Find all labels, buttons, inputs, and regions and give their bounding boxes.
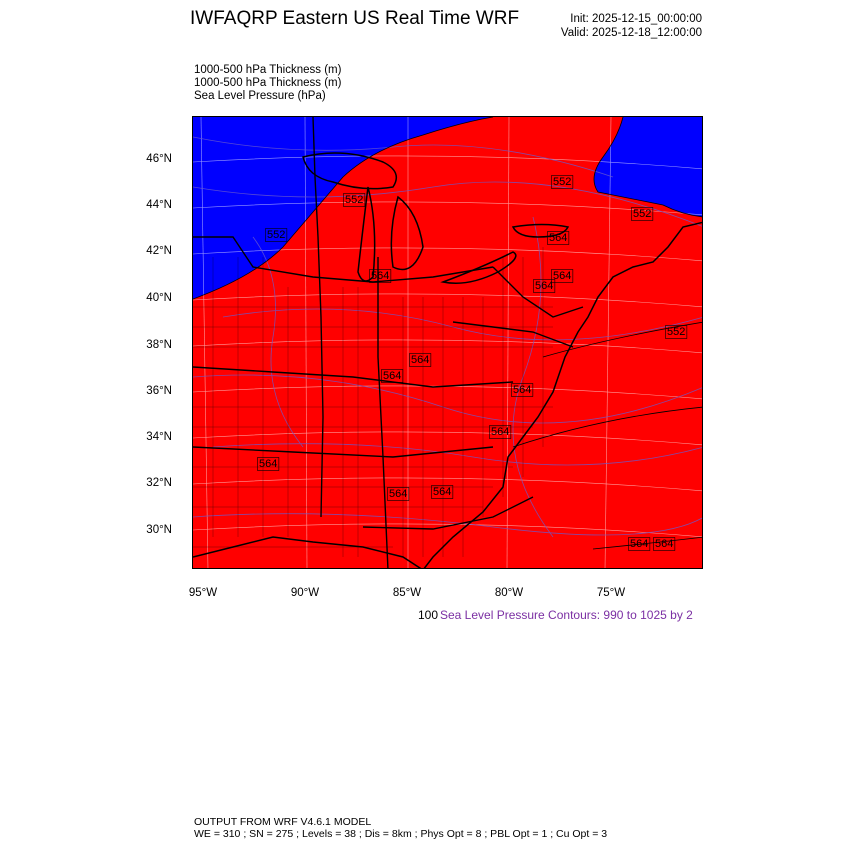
lon-label: 80°W <box>494 587 524 599</box>
map-panel: 552 552 552 552 564 564 564 564 564 564 … <box>192 116 703 569</box>
field-label-thickness-2: 1000-500 hPa Thickness (m) <box>194 77 342 89</box>
great-lakes <box>302 152 570 284</box>
contour-label: 564 <box>513 384 531 396</box>
contour-label: 552 <box>633 208 651 220</box>
contour-label: 552 <box>667 326 685 338</box>
contour-label: 564 <box>411 354 429 366</box>
lat-label: 36°N <box>146 385 172 397</box>
cold-thickness-region-northeast <box>594 117 702 217</box>
contour-label: 564 <box>535 280 553 292</box>
contour-label-box <box>387 487 410 501</box>
lat-label: 40°N <box>146 292 172 304</box>
contour-label-box <box>265 228 288 242</box>
contour-label-group: 552 552 552 552 564 564 564 564 564 564 … <box>257 175 688 551</box>
contour-label: 552 <box>345 194 363 206</box>
county-lines <box>193 247 553 557</box>
graticule <box>193 117 702 568</box>
contour-label-box <box>369 269 392 283</box>
contour-label-box <box>409 353 432 367</box>
contour-label-box <box>551 269 574 283</box>
contour-label-box <box>665 325 688 339</box>
contour-scale-prefix: 100 <box>418 608 439 622</box>
slp-contour-legend: Sea Level Pressure Contours: 990 to 1025… <box>440 608 693 622</box>
contour-label-box <box>511 383 534 397</box>
weather-map: 552 552 552 552 564 564 564 564 564 564 … <box>193 117 702 568</box>
contour-label-box <box>533 279 556 293</box>
model-output-label: OUTPUT FROM WRF V4.6.1 MODEL <box>194 816 372 828</box>
contour-label: 564 <box>383 370 401 382</box>
field-label-thickness-1: 1000-500 hPa Thickness (m) <box>194 64 342 76</box>
lat-label: 46°N <box>146 153 172 165</box>
lat-label: 34°N <box>146 431 172 443</box>
lon-label: 85°W <box>392 587 422 599</box>
contour-label: 564 <box>549 232 567 244</box>
gulf-coastline <box>193 536 422 568</box>
contour-label-box <box>653 537 676 551</box>
model-config-label: WE = 310 ; SN = 275 ; Levels = 38 ; Dis … <box>194 828 608 840</box>
contour-label: 564 <box>259 458 277 470</box>
lon-label: 75°W <box>596 587 626 599</box>
contour-label-box <box>551 175 574 189</box>
contour-label: 564 <box>655 538 673 550</box>
lon-label: 90°W <box>290 587 320 599</box>
lat-label: 44°N <box>146 199 172 211</box>
valid-time: Valid: 2025-12-18_12:00:00 <box>560 27 702 39</box>
contour-label: 564 <box>433 486 451 498</box>
contour-label-box <box>431 485 454 499</box>
contour-label-box <box>343 193 366 207</box>
contour-label: 564 <box>389 488 407 500</box>
atlantic-coastline <box>423 221 702 568</box>
lat-label: 38°N <box>146 339 172 351</box>
lon-label: 95°W <box>188 587 218 599</box>
contour-label-box <box>381 369 404 383</box>
map-title: IWFAQRP Eastern US Real Time WRF <box>190 8 520 29</box>
contour-label: 552 <box>267 229 285 241</box>
init-time: Init: 2025-12-15_00:00:00 <box>570 13 702 25</box>
contour-label-box <box>628 537 651 551</box>
contour-label: 552 <box>553 176 571 188</box>
contour-label-box <box>631 207 654 221</box>
field-label-slp: Sea Level Pressure (hPa) <box>194 90 326 102</box>
lat-label: 30°N <box>146 524 172 536</box>
contour-label-box <box>547 231 570 245</box>
cold-thickness-region-northwest <box>193 117 493 299</box>
contour-label-box <box>489 425 512 439</box>
lat-label: 42°N <box>146 245 172 257</box>
contour-label: 564 <box>491 426 509 438</box>
contour-label: 564 <box>371 270 389 282</box>
contour-label-box <box>257 457 280 471</box>
lat-label: 32°N <box>146 477 172 489</box>
contour-label: 564 <box>630 538 648 550</box>
contour-label: 564 <box>553 270 571 282</box>
